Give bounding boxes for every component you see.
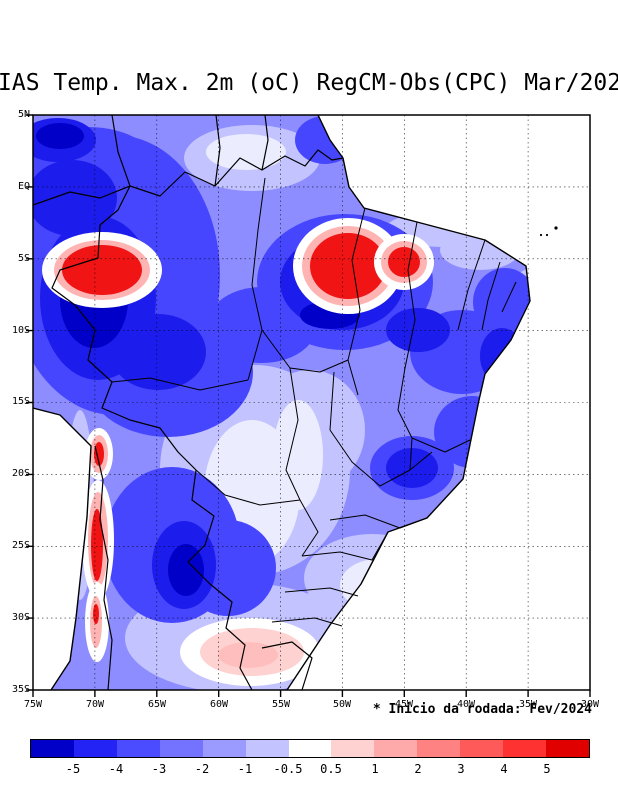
colorbar-tick-label: -1	[237, 762, 253, 776]
lon-tick-label: 50W	[332, 699, 352, 710]
colorbar-tick-label: -4	[108, 762, 124, 776]
lat-tick-marks	[26, 114, 33, 691]
lat-tick-label: 20S	[11, 468, 30, 479]
lat-tick-label: 35S	[11, 684, 30, 695]
lon-tick-label: 40W	[456, 699, 476, 710]
colorbar-segment	[331, 740, 375, 757]
colorbar	[30, 739, 590, 758]
plot-title: IAS Temp. Max. 2m (oC) RegCM-Obs(CPC) Ma…	[0, 70, 618, 96]
lon-tick-label: 65W	[147, 699, 167, 710]
colorbar-segment	[503, 740, 547, 757]
colorbar-tick-label: -2	[194, 762, 210, 776]
lon-tick-label: 55W	[271, 699, 291, 710]
lat-tick-label: 10S	[11, 325, 30, 336]
colorbar-tick-label: 1	[371, 762, 379, 776]
colorbar-tick-label: 4	[500, 762, 508, 776]
colorbar-segment	[374, 740, 418, 757]
colorbar-segment	[73, 740, 117, 757]
colorbar-segment	[245, 740, 289, 757]
state-borders	[111, 177, 517, 627]
colorbar-tick-label: 0.5	[320, 762, 342, 776]
lat-tick-label: 30S	[11, 612, 30, 623]
lat-tick-label: EQ	[17, 181, 30, 192]
graticule	[33, 115, 590, 690]
colorbar-segment	[31, 740, 74, 757]
lat-tick-label: 25S	[11, 540, 30, 551]
country-borders	[33, 115, 344, 690]
colorbar-tick-label: 5	[543, 762, 551, 776]
warm-blob-east	[374, 234, 434, 290]
warm-band-andes	[82, 428, 114, 662]
colorbar-segment	[460, 740, 504, 757]
lon-tick-label: 45W	[394, 699, 414, 710]
lon-tick-label: 35W	[518, 699, 538, 710]
colorbar-segment	[417, 740, 461, 757]
island-dots	[539, 226, 558, 237]
colorbar-tick-label: -5	[65, 762, 81, 776]
colorbar-segment	[116, 740, 160, 757]
colorbar-segment	[202, 740, 246, 757]
colorbar-tick-label: -0.5	[273, 762, 303, 776]
colorbar-segment	[159, 740, 203, 757]
lon-tick-label: 30W	[580, 699, 600, 710]
run-note: * Inicio da rodada: Fev/2024	[372, 702, 592, 717]
lon-tick-label: 75W	[23, 699, 43, 710]
colorbar-tick-label: 3	[457, 762, 465, 776]
lat-tick-label: 5N	[17, 109, 30, 120]
warm-blob-west-amazon	[42, 232, 162, 308]
lat-tick-label: 15S	[11, 396, 30, 407]
lon-tick-marks	[32, 690, 591, 697]
colorbar-segment	[288, 740, 332, 757]
colorbar-tick-label: 2	[414, 762, 422, 776]
bias-field	[33, 115, 530, 690]
lat-tick-label: 5S	[17, 253, 30, 264]
warm-patch-south	[180, 618, 320, 686]
lon-tick-label: 70W	[85, 699, 105, 710]
colorbar-tick-label: -3	[151, 762, 167, 776]
warm-blob-central	[293, 218, 403, 314]
lon-tick-label: 60W	[209, 699, 229, 710]
colorbar-segment	[546, 740, 589, 757]
